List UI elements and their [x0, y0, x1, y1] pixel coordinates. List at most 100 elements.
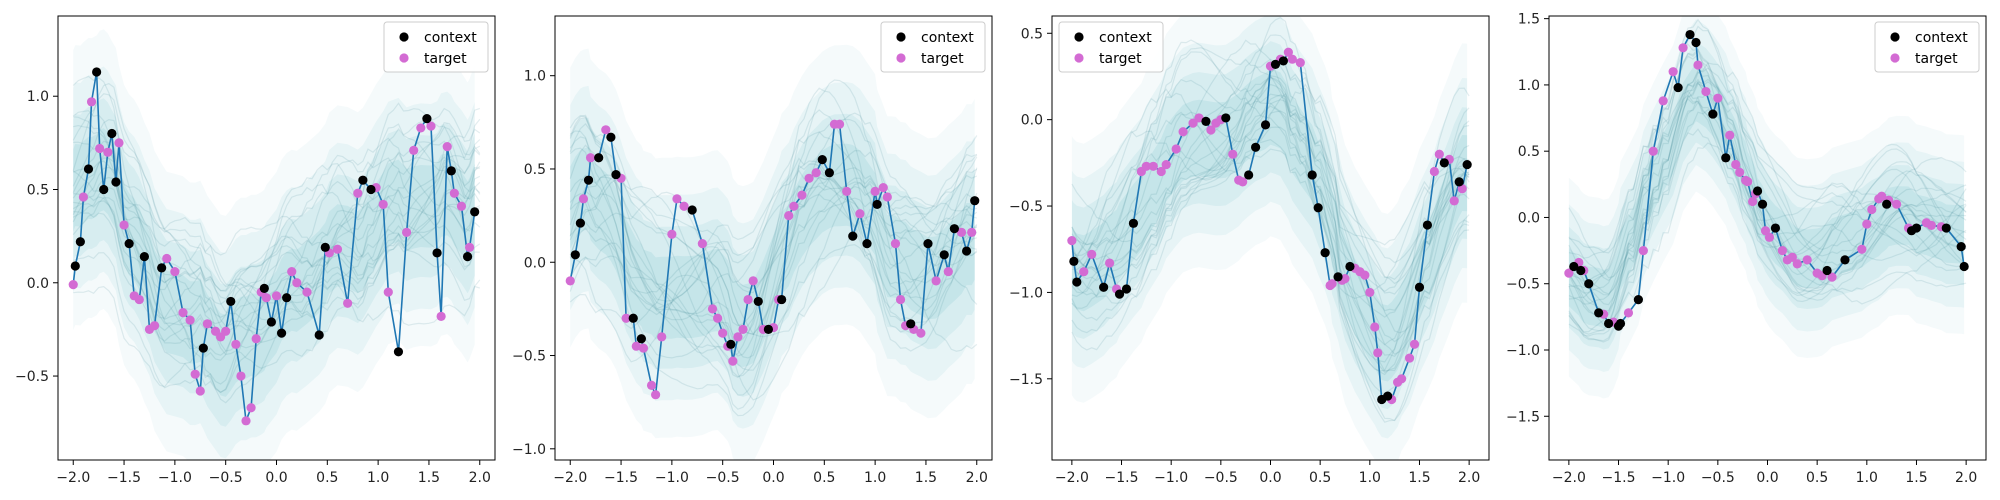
- context-point: [83, 164, 94, 174]
- target-point: [1161, 159, 1171, 170]
- target-point: [707, 304, 718, 314]
- legend-context-label: context: [424, 30, 477, 46]
- target-point: [1648, 146, 1658, 156]
- context-point: [1721, 153, 1731, 163]
- sample-curves: [72, 75, 481, 404]
- sample-curves: [569, 79, 978, 417]
- target-point: [621, 313, 631, 323]
- x-tick-label: −1.0: [655, 470, 689, 486]
- target-point: [1295, 58, 1305, 68]
- target-point: [68, 280, 78, 290]
- target-point: [916, 328, 926, 338]
- uncertainty-band-layer: [73, 66, 475, 459]
- context-point: [446, 166, 456, 176]
- sample-curve: [72, 93, 481, 331]
- legend-context-marker: [896, 32, 906, 42]
- y-tick-label: 0.0: [27, 276, 49, 292]
- x-tick-label: 0.0: [1259, 470, 1281, 486]
- target-point: [1194, 113, 1204, 123]
- sample-curve: [1071, 34, 1470, 355]
- target-point: [679, 201, 689, 211]
- context-point: [1114, 289, 1125, 299]
- context-point: [1708, 109, 1718, 119]
- x-tick-label: 1.5: [418, 470, 440, 486]
- uncertainty-band-layer: [1568, 63, 1965, 329]
- context-point: [753, 296, 763, 307]
- target-point: [231, 339, 241, 349]
- sample-curve: [569, 114, 977, 302]
- legend-box: [383, 21, 489, 73]
- target-point: [638, 343, 649, 353]
- context-point: [99, 184, 109, 195]
- sample-curve: [1071, 99, 1470, 295]
- context-point: [872, 199, 882, 210]
- target-point: [1748, 196, 1758, 207]
- sample-curve: [1568, 78, 1967, 305]
- target-point: [271, 291, 282, 301]
- context-point: [1128, 218, 1139, 228]
- target-point: [1404, 353, 1415, 363]
- target-point: [565, 276, 575, 286]
- legend-context-marker: [399, 32, 409, 42]
- target-point: [733, 332, 743, 342]
- context-point: [1956, 242, 1966, 252]
- legend-target-marker: [1890, 53, 1900, 63]
- sample-curve: [569, 87, 978, 357]
- x-tick-label: −2.0: [56, 470, 90, 486]
- sample-curve: [72, 82, 480, 394]
- x-tick-label: 2.0: [966, 470, 988, 486]
- x-tick-label: 1.0: [864, 470, 886, 486]
- x-tick-label: 1.5: [1905, 470, 1927, 486]
- sample-curve: [73, 118, 481, 291]
- x-tick-label: −2.0: [1055, 470, 1089, 486]
- target-point: [464, 242, 475, 252]
- target-point: [292, 278, 302, 288]
- target-point: [1731, 159, 1741, 170]
- y-tick-label: 1.5: [1518, 12, 1540, 28]
- target-point: [162, 253, 172, 264]
- context-point: [111, 177, 121, 187]
- target-point: [1283, 47, 1293, 57]
- target-point: [78, 192, 89, 202]
- context-points: [70, 67, 480, 357]
- sample-curve: [569, 109, 978, 379]
- target-point: [251, 334, 261, 344]
- target-point: [1178, 127, 1188, 137]
- target-point: [1105, 258, 1115, 268]
- x-tick-label: −1.5: [1602, 470, 1636, 486]
- target-point: [1188, 118, 1198, 128]
- context-point: [1251, 142, 1261, 152]
- sample-curve: [1568, 67, 1967, 312]
- x-tick-label: −1.0: [1651, 470, 1685, 486]
- context-point: [1462, 159, 1472, 170]
- context-point: [1822, 265, 1832, 276]
- target-point: [456, 201, 467, 211]
- target-point: [743, 294, 753, 305]
- target-point: [178, 308, 188, 318]
- sample-curve: [73, 116, 480, 385]
- x-tick-label: 0.5: [813, 470, 835, 486]
- y-tick-label: 0.0: [1518, 210, 1540, 226]
- target-point: [1693, 60, 1703, 70]
- legend-target-label: target: [921, 51, 964, 67]
- target-point: [1148, 161, 1158, 171]
- target-point: [86, 97, 97, 107]
- target-point: [119, 220, 129, 230]
- sample-curve: [72, 123, 481, 343]
- sample-curve: [1568, 142, 1967, 322]
- target-point: [855, 209, 865, 219]
- sample-curve: [1071, 39, 1470, 300]
- legend-target-marker: [399, 53, 409, 63]
- y-tick-label: 0.5: [524, 162, 546, 178]
- legend-context-marker: [1074, 32, 1084, 42]
- target-point: [956, 227, 967, 238]
- context-point: [1615, 318, 1626, 329]
- target-point: [1287, 54, 1297, 64]
- context-point: [320, 242, 330, 252]
- sample-curve: [1568, 81, 1967, 254]
- context-point: [611, 169, 621, 180]
- target-point: [1701, 86, 1711, 97]
- sample-curve: [72, 75, 481, 361]
- context-point: [923, 238, 933, 249]
